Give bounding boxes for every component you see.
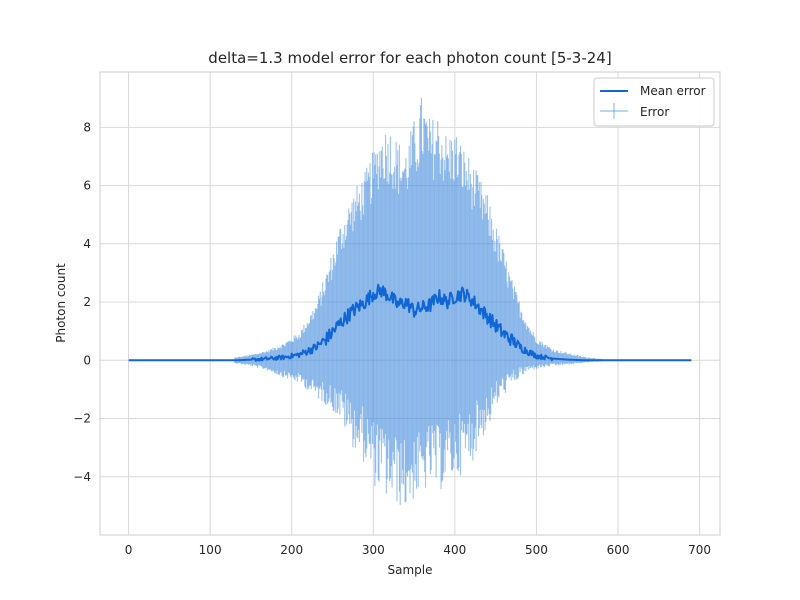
legend-error-label: Error	[640, 105, 669, 119]
mean-error-line	[128, 283, 692, 362]
x-tick-label: 500	[525, 543, 548, 557]
legend: Mean error Error	[593, 77, 715, 127]
legend-mean-label: Mean error	[640, 84, 706, 98]
mean-line	[128, 283, 692, 362]
x-tick-label: 100	[199, 543, 222, 557]
x-axis-label: Sample	[388, 563, 433, 577]
y-tick-label: 4	[83, 237, 91, 251]
y-tick-label: 0	[83, 353, 91, 367]
chart-title: delta=1.3 model error for each photon co…	[208, 49, 611, 67]
x-tick-label: 600	[607, 543, 630, 557]
y-tick-label: −4	[73, 470, 91, 484]
plot-frame	[99, 71, 721, 536]
x-tick-label: 200	[280, 543, 303, 557]
y-ticks: −4 −2 0 2 4 6 8	[73, 120, 91, 483]
y-axis-label: Photon count	[54, 263, 68, 343]
y-tick-label: 8	[83, 120, 91, 134]
x-tick-label: 700	[688, 543, 711, 557]
x-tick-label: 300	[362, 543, 385, 557]
x-ticks: 0 100 200 300 400 500 600 700	[125, 543, 711, 557]
x-tick-label: 400	[443, 543, 466, 557]
y-tick-label: 2	[83, 295, 91, 309]
x-tick-label: 0	[125, 543, 133, 557]
error-bars	[234, 98, 603, 505]
y-tick-label: −2	[73, 412, 91, 426]
y-tick-label: 6	[83, 179, 91, 193]
